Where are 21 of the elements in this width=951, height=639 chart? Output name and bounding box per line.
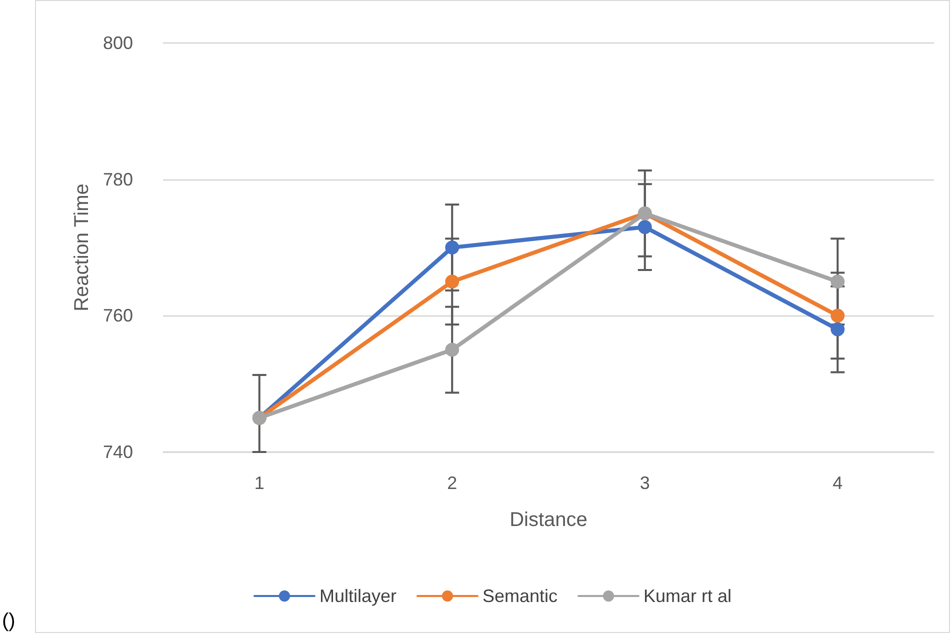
legend-label: Multilayer [319, 586, 396, 606]
point [445, 342, 460, 357]
point [830, 274, 845, 289]
legend-label: Kumar rt al [644, 586, 732, 606]
point [830, 322, 845, 336]
x-tick-label: 3 [640, 473, 650, 493]
point [638, 220, 652, 234]
text: () [2, 610, 16, 633]
legend-label: Semantic [482, 586, 558, 606]
y-tick-label: 780 [102, 169, 133, 190]
x-tick-label: 1 [254, 473, 264, 493]
y-tick-label: 740 [102, 442, 133, 462]
point [445, 240, 460, 254]
x-axis-title: Distance [510, 509, 588, 531]
point [830, 308, 845, 323]
y-tick-label: 800 [102, 33, 133, 53]
x-tick-label: 4 [832, 473, 843, 493]
y-axis-title: Reaction Time [71, 184, 94, 312]
y-tick-label: 760 [102, 306, 133, 326]
point [445, 274, 460, 289]
x-tick-label: 2 [447, 473, 458, 493]
